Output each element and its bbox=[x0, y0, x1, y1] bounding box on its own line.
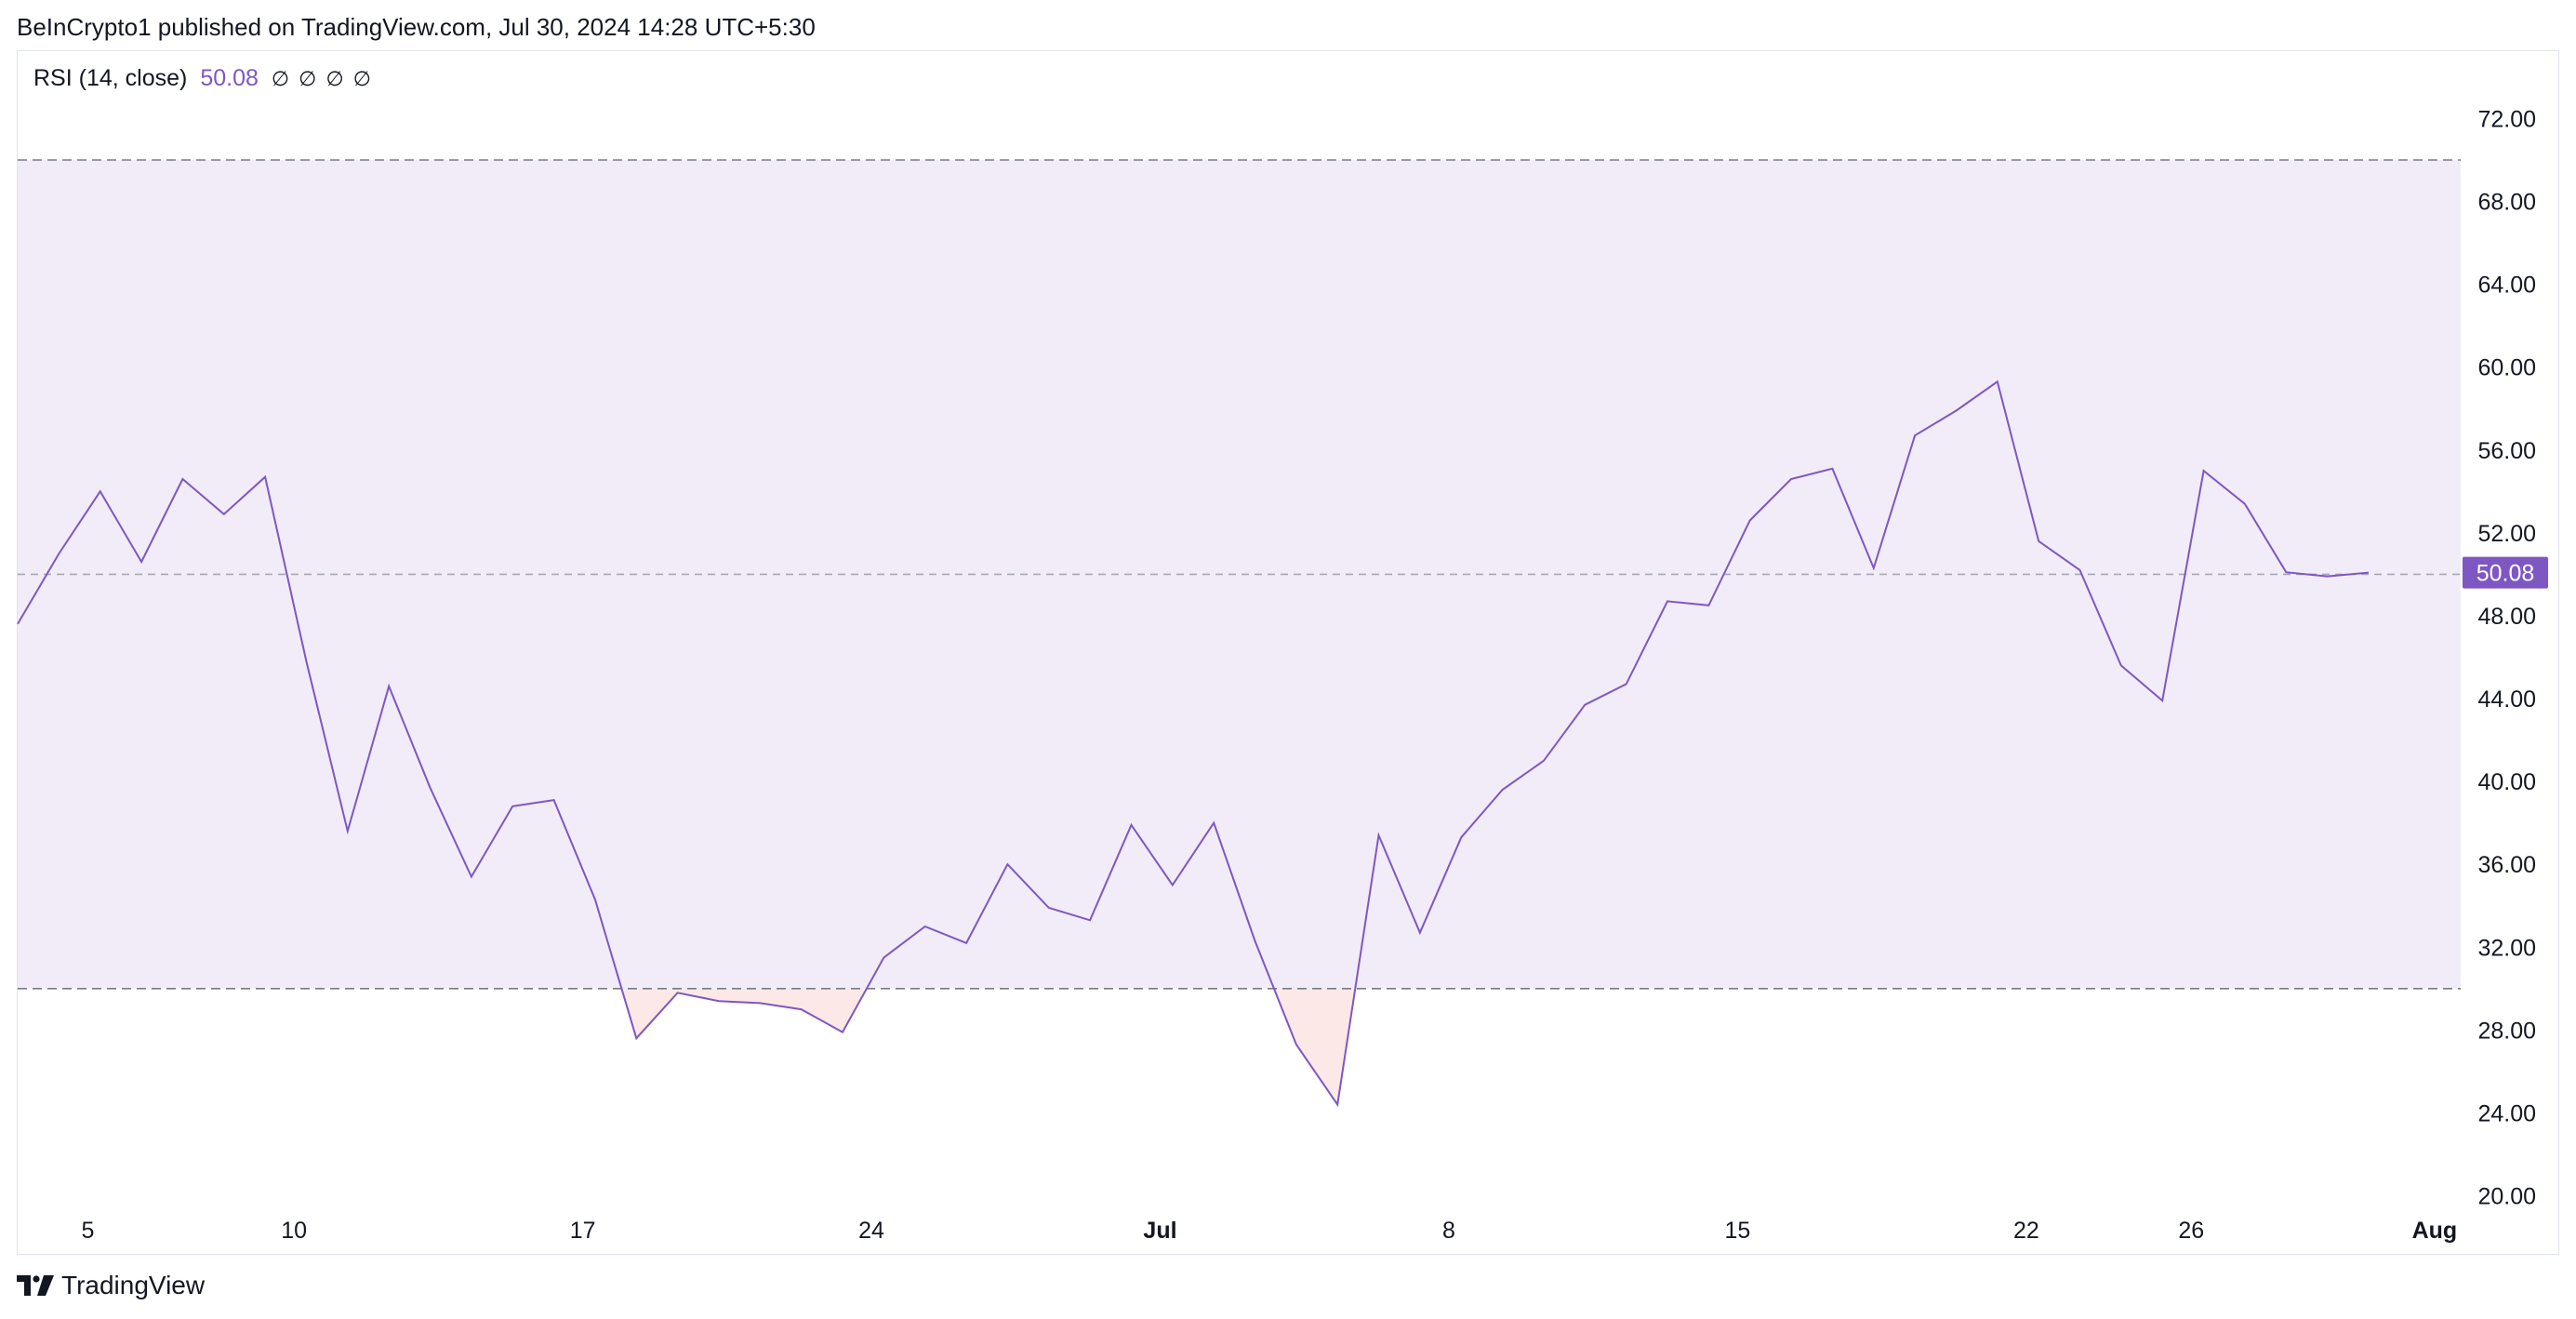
y-tick-label: 40.00 bbox=[2477, 769, 2536, 795]
last-value-tag-text: 50.08 bbox=[2476, 561, 2535, 587]
rsi-line bbox=[17, 380, 2370, 1108]
x-tick-label: 22 bbox=[2013, 1218, 2039, 1244]
y-tick-label: 48.00 bbox=[2477, 604, 2536, 630]
y-tick-label: 28.00 bbox=[2477, 1018, 2536, 1044]
y-tick-label: 72.00 bbox=[2477, 106, 2536, 132]
x-tick-label: 15 bbox=[1724, 1218, 1750, 1244]
y-tick-label: 24.00 bbox=[2477, 1100, 2536, 1126]
x-tick-label: Jul bbox=[1143, 1218, 1176, 1244]
last-value-tag-bg bbox=[2463, 556, 2548, 589]
y-tick-label: 56.00 bbox=[2477, 438, 2536, 464]
x-tick-label: Aug bbox=[2412, 1218, 2458, 1244]
y-tick-label: 60.00 bbox=[2477, 355, 2536, 381]
last-value-tag: 50.08 bbox=[2463, 556, 2548, 589]
publisher-caption: BeInCrypto1 published on TradingView.com… bbox=[17, 13, 816, 41]
x-axis: 5 10 17 24 Jul 8 15 22 26 Aug bbox=[81, 1218, 2457, 1244]
tradingview-logo-icon bbox=[17, 1275, 54, 1296]
oversold-fill-area bbox=[621, 988, 1356, 1105]
y-tick-label: 32.00 bbox=[2477, 935, 2536, 961]
x-tick-label: 5 bbox=[81, 1218, 94, 1244]
x-tick-label: 26 bbox=[2178, 1218, 2204, 1244]
y-tick-label: 44.00 bbox=[2477, 686, 2536, 713]
chart-frame bbox=[17, 50, 2559, 1255]
indicator-title[interactable]: RSI (14, close) bbox=[33, 65, 188, 91]
y-tick-label: 20.00 bbox=[2477, 1184, 2536, 1210]
tradingview-logo[interactable]: TradingView bbox=[17, 1271, 205, 1300]
x-tick-label: 10 bbox=[281, 1218, 307, 1244]
y-tick-label: 36.00 bbox=[2477, 852, 2536, 878]
x-tick-label: 17 bbox=[570, 1218, 596, 1244]
na-values: ∅ ∅ ∅ ∅ bbox=[271, 66, 373, 90]
y-tick-label: 52.00 bbox=[2477, 521, 2536, 547]
indicator-value: 50.08 bbox=[200, 65, 259, 91]
y-tick-label: 68.00 bbox=[2477, 190, 2536, 216]
y-tick-label: 64.00 bbox=[2477, 273, 2536, 299]
indicator-legend[interactable]: RSI (14, close) 50.08 ∅ ∅ ∅ ∅ bbox=[33, 65, 373, 92]
brand-name: TradingView bbox=[61, 1271, 206, 1299]
y-axis: 72.00 68.00 64.00 60.00 56.00 52.00 48.00 44.00… bbox=[2477, 106, 2536, 1209]
x-tick-label: 24 bbox=[858, 1218, 884, 1244]
x-tick-label: 8 bbox=[1442, 1218, 1455, 1244]
